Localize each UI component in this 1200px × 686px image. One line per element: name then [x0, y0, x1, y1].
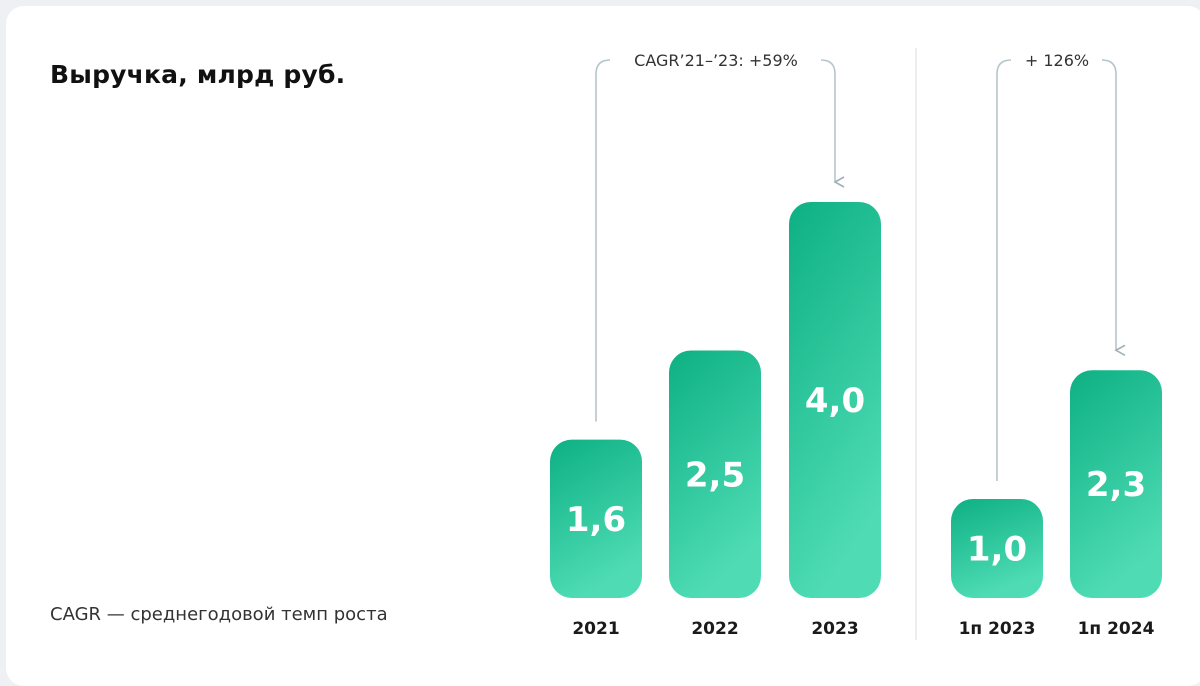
growth-annotation: CAGR’21–’23: +59%	[634, 51, 798, 70]
annotation-connector-left	[595, 59, 611, 422]
x-tick-label: 2021	[572, 619, 619, 639]
bar-2022	[669, 350, 761, 598]
bar-value-label: 1,6	[566, 500, 626, 540]
bar-2021	[550, 439, 642, 598]
cagr-footnote: CAGR — среднегодовой темп роста	[50, 604, 388, 625]
annotation-arrow	[1101, 59, 1126, 356]
growth-annotation: + 126%	[1025, 51, 1089, 70]
x-tick-label: 1п 2024	[1078, 619, 1155, 639]
x-tick-label: 2022	[691, 619, 738, 639]
annotation-connector-left	[996, 59, 1012, 481]
bar-2023	[789, 202, 881, 598]
bar-1п-2024	[1070, 370, 1162, 598]
bar-value-label: 2,5	[685, 455, 745, 495]
x-tick-label: 1п 2023	[959, 619, 1036, 639]
bar-value-label: 4,0	[805, 381, 865, 421]
bar-value-label: 1,0	[967, 530, 1027, 570]
bar-1п-2023	[951, 499, 1043, 598]
x-tick-label: 2023	[811, 619, 858, 639]
bar-value-label: 2,3	[1086, 465, 1146, 505]
annotation-arrow	[820, 59, 845, 188]
chart-title: Выручка, млрд руб.	[50, 60, 346, 89]
